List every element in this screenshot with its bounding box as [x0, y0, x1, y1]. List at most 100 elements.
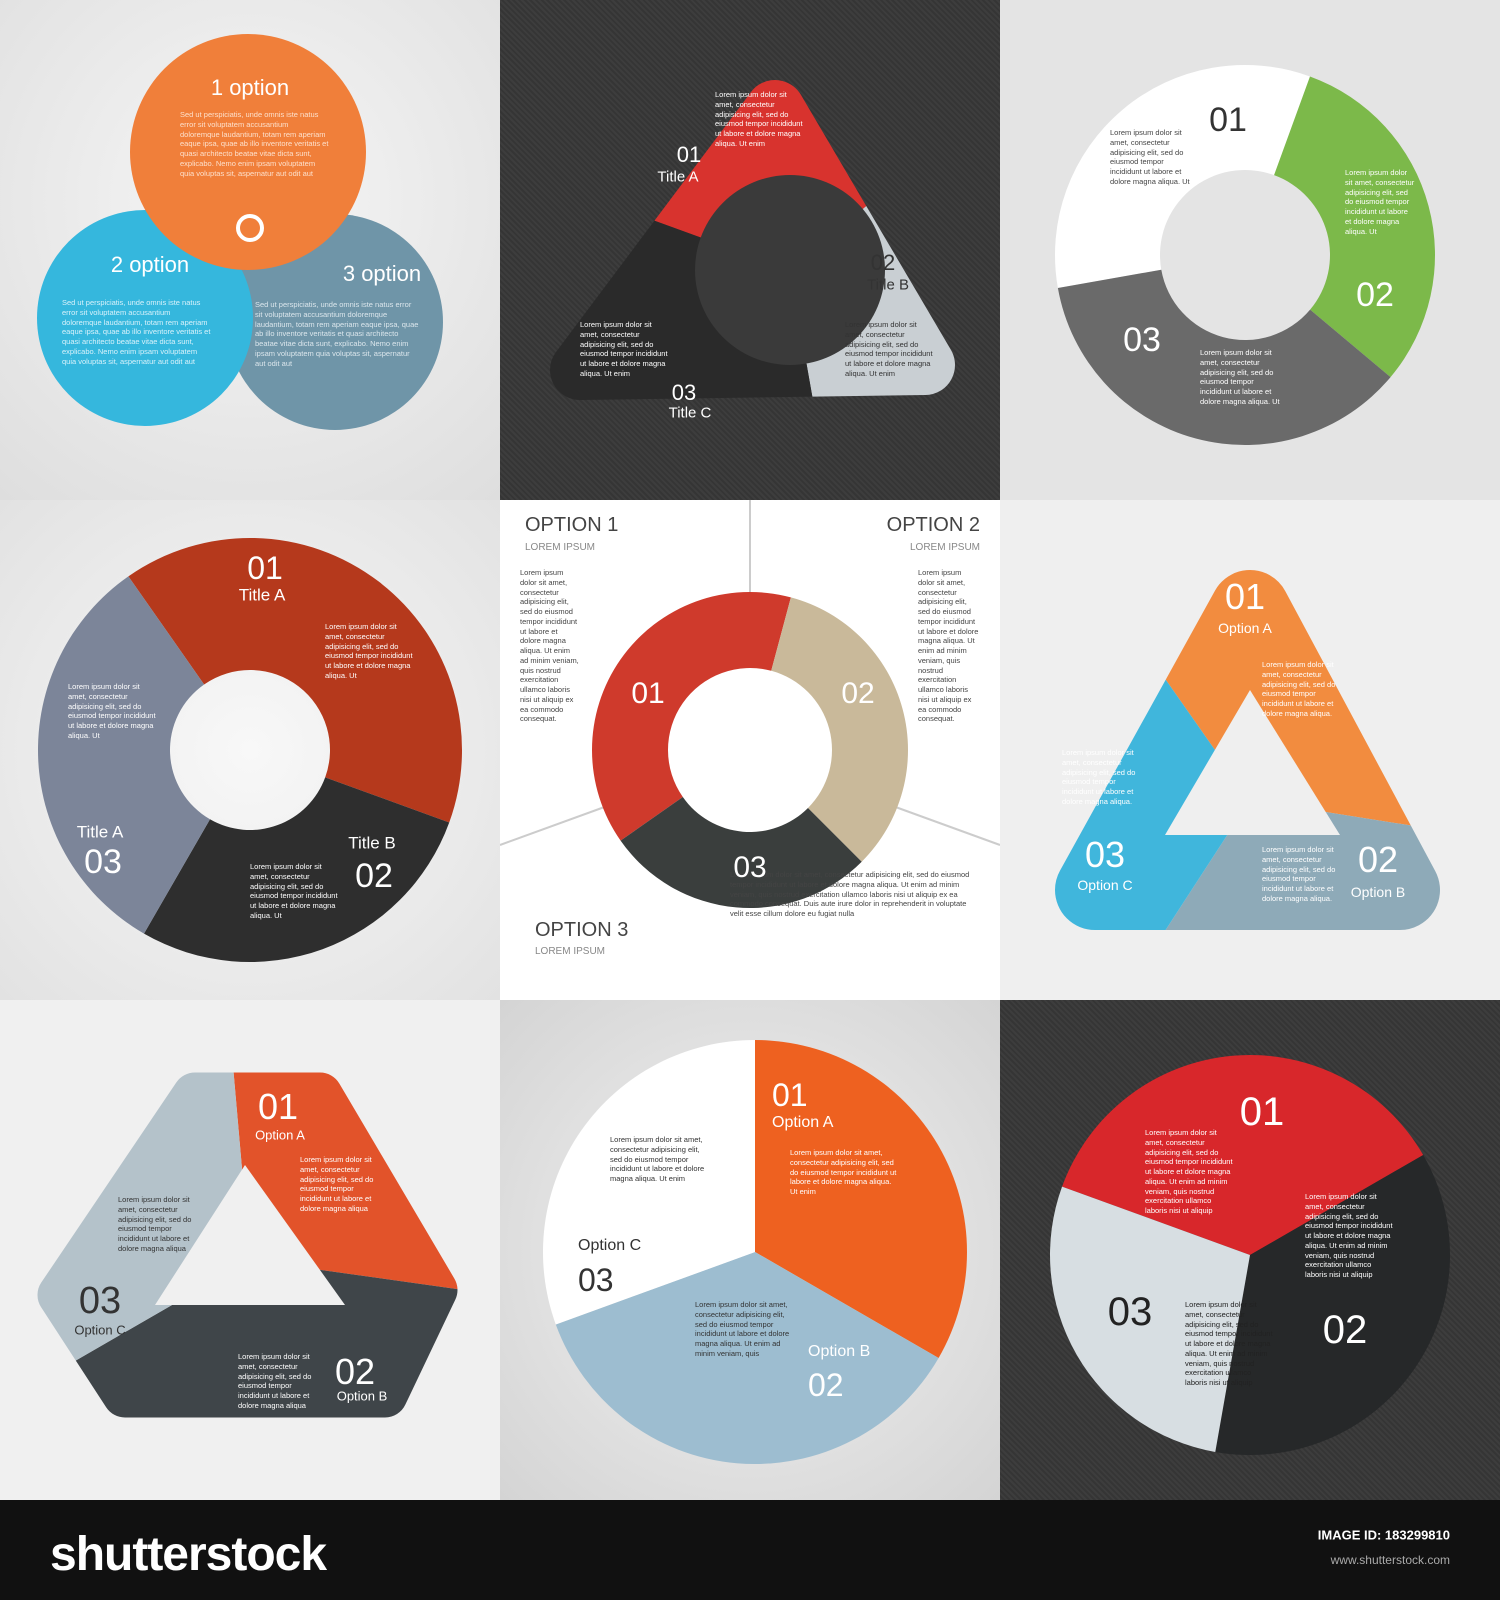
segment: [1274, 76, 1435, 378]
logo: shutterstock: [50, 1528, 327, 1581]
body-text: Lorem ipsum dolor sit amet, consectetur …: [1305, 1192, 1393, 1279]
segment: [592, 592, 791, 841]
diagram: [1055, 64, 1435, 445]
title: Title C: [668, 404, 712, 422]
number: 03: [1084, 834, 1126, 875]
option-subtitle: LOREM IPSUM: [535, 946, 606, 957]
center-hole: [155, 1165, 345, 1305]
circle-3: [227, 214, 443, 430]
body-text: Sed ut perspiciatis, unde omnis iste nat…: [180, 110, 329, 178]
segment: [1062, 1055, 1424, 1255]
image-id: IMAGE ID: 183299810: [1317, 1527, 1450, 1543]
diagram: [543, 1040, 967, 1464]
body-text: Lorem ipsum dolor sit amet, consectetur …: [250, 862, 338, 920]
panel-pie: 01 Option A Lorem ipsum dolor sit amet, …: [500, 1000, 1000, 1500]
center-hole: [1165, 690, 1340, 835]
number: 02: [355, 857, 393, 895]
panel-triangle-dark: 01 Title A Lorem ipsum dolor sit amet, c…: [500, 0, 1000, 500]
segment: [543, 1040, 755, 1325]
panel-circles: 1 option Sed ut perspiciatis, unde omnis…: [0, 0, 500, 500]
segment: [1055, 64, 1310, 288]
segment: [1215, 1155, 1450, 1455]
body-text: Lorem ipsum dolor sit amet, consectetur …: [1200, 348, 1280, 406]
body-text: Lorem ipsum dolor sit amet, consectetur …: [118, 1195, 192, 1253]
body-text: Sed ut perspiciatis, unde omnis iste nat…: [255, 300, 419, 368]
title: Title B: [867, 276, 909, 294]
title: Option B: [336, 1388, 388, 1404]
body-text: Lorem ipsum dolor sit amet, consectetur …: [520, 568, 579, 724]
title: Title B: [348, 833, 396, 853]
diagram: [1000, 500, 1500, 1000]
number: 03: [84, 843, 122, 881]
segment: [500, 164, 831, 500]
diagram: [500, 0, 1000, 500]
segment: [144, 777, 450, 962]
segment: [1057, 269, 1391, 445]
segment: [0, 1000, 250, 1405]
segment: [755, 1040, 967, 1358]
segment: [1120, 800, 1500, 1000]
option-subtitle: LOREM IPSUM: [909, 542, 980, 553]
panel-yin-yang: 01 Lorem ipsum dolor sit amet, consectet…: [1000, 1000, 1500, 1500]
number: 01: [1224, 576, 1266, 617]
diagram: [37, 34, 443, 430]
number: 03: [733, 851, 767, 884]
body-text: Lorem ipsum dolor sit amet, consectetur …: [1062, 748, 1136, 806]
body-text: Lorem ipsum dolor sit amet, consectetur …: [1262, 845, 1336, 903]
number: 03: [1107, 1290, 1153, 1334]
number: 02: [1322, 1308, 1368, 1352]
number: 01: [772, 1077, 808, 1113]
icon: [236, 214, 264, 242]
option-subtitle: LOREM IPSUM: [525, 542, 596, 553]
segment: [620, 797, 862, 908]
diagram: [0, 1000, 500, 1500]
diagram: [1050, 1055, 1450, 1455]
body-text: Lorem ipsum dolor sit amet, consectetur …: [325, 622, 413, 680]
title: Title A: [238, 585, 286, 605]
number: 03: [578, 1262, 614, 1298]
body-text: Lorem ipsum dolor sit amet, consectetur …: [790, 1148, 897, 1196]
url: www.shutterstock.com: [1330, 1553, 1450, 1567]
body-text: Lorem ipsum dolor sit amet, consectetur …: [1145, 1128, 1233, 1215]
center-hole: [695, 175, 885, 365]
panel-hexagon: 01 Option A Lorem ipsum dolor sit amet, …: [0, 1000, 500, 1500]
number: 03: [78, 1280, 122, 1322]
option-title: OPTION 2: [886, 514, 980, 536]
number: 02: [870, 250, 896, 275]
title: Option B: [1350, 884, 1406, 900]
divider: [500, 804, 611, 846]
diagram: [500, 500, 1000, 908]
number: 01: [676, 142, 702, 167]
body-text: Lorem ipsum dolor sit amet, consectetur …: [918, 568, 979, 724]
title: Title A: [657, 168, 699, 186]
body-text: Lorem ipsum dolor sit amet, consectetur …: [238, 1352, 312, 1410]
title: Option B: [808, 1343, 871, 1360]
number: 03: [1123, 321, 1161, 359]
segment: [227, 1000, 500, 1296]
body-text: Sed ut perspiciatis, unde omnis iste nat…: [62, 298, 211, 366]
body-text: Lorem ipsum dolor sit amet, consectetur …: [1185, 1300, 1273, 1387]
circle-1: [130, 34, 366, 270]
segment: [0, 1260, 500, 1500]
number: 01: [631, 677, 665, 710]
title: Option C: [74, 1322, 126, 1338]
segment: [500, 0, 1000, 270]
segment: [1000, 537, 1250, 1000]
option-label: 1 option: [210, 75, 290, 100]
number: 01: [247, 550, 283, 586]
title: Option C: [578, 1237, 642, 1254]
segment: [1050, 1186, 1250, 1452]
number: 01: [257, 1086, 299, 1127]
segment: [37, 576, 210, 934]
panel-ring-swirl: 01 Title A Lorem ipsum dolor sit amet, c…: [0, 500, 500, 1000]
option-title: OPTION 1: [525, 514, 619, 536]
title: Option A: [1218, 620, 1272, 636]
segment: [771, 597, 908, 862]
body-text: Lorem ipsum dolor sit amet, consectetur …: [580, 320, 668, 378]
title: Option C: [1077, 877, 1133, 893]
body-text: Lorem ipsum dolor sit amet, consectetur …: [730, 870, 970, 918]
circle-2: [37, 210, 253, 426]
body-text: Lorem ipsum dolor sit amet, consectetur …: [845, 320, 933, 378]
number: 02: [808, 1367, 844, 1403]
